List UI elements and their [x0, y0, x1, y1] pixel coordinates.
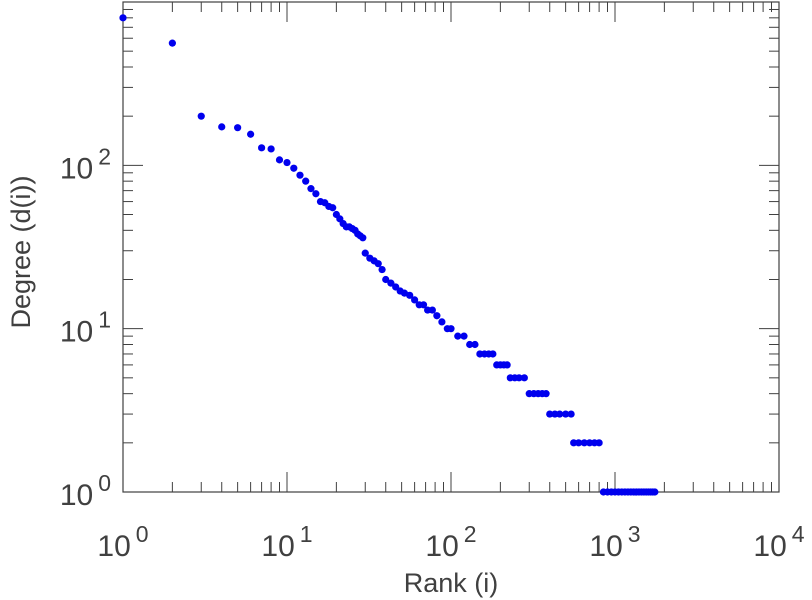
data-point	[290, 164, 298, 172]
data-point	[542, 390, 550, 398]
data-point	[387, 279, 395, 287]
data-point	[283, 158, 291, 167]
x-tick-label: 10 0	[97, 521, 148, 563]
data-point	[489, 350, 497, 358]
x-tick-label-base: 10	[753, 530, 786, 563]
data-point	[575, 439, 583, 447]
data-point	[411, 296, 419, 304]
data-point	[267, 145, 275, 153]
data-point	[454, 332, 462, 340]
x-tick-label-exponent: 0	[136, 521, 149, 547]
data-point	[428, 306, 436, 314]
data-point	[119, 14, 127, 22]
y-tick-label-base: 10	[60, 152, 93, 185]
minor-ticks	[123, 2, 779, 492]
data-point	[406, 291, 414, 299]
data-point	[580, 439, 588, 447]
x-tick-label-exponent: 4	[792, 521, 805, 547]
data-point	[374, 260, 382, 268]
x-tick-label-exponent: 2	[464, 521, 477, 547]
x-tick-label: 10 1	[261, 521, 312, 563]
data-point	[515, 374, 523, 382]
data-point	[258, 144, 266, 152]
plot-frame	[122, 1, 780, 493]
x-tick-label-base: 10	[425, 530, 458, 563]
data-point	[197, 112, 205, 120]
x-tick-labels: 10 0 10 1 10 2 10 3 10 4	[97, 521, 804, 563]
data-point	[438, 318, 446, 326]
data-point	[378, 265, 386, 274]
data-point	[460, 332, 468, 340]
data-point	[503, 361, 511, 369]
data-point	[466, 340, 474, 349]
data-point	[419, 301, 428, 309]
data-point	[296, 171, 304, 179]
data-point	[307, 185, 315, 193]
data-point	[567, 410, 575, 418]
y-tick-label-base: 10	[60, 479, 93, 512]
y-tick-label-exponent: 0	[98, 470, 111, 496]
data-point	[312, 190, 320, 198]
y-tick-label-exponent: 2	[98, 143, 111, 169]
y-tick-label-base: 10	[60, 316, 93, 349]
data-point	[556, 410, 564, 418]
y-axis-title: Degree (d(i))	[6, 175, 36, 328]
data-point	[595, 439, 603, 447]
y-tick-label-exponent: 1	[98, 307, 111, 333]
data-point	[546, 410, 554, 418]
data-point	[433, 312, 441, 320]
data-point	[447, 325, 455, 333]
data-point	[247, 130, 255, 138]
data-point	[329, 204, 337, 212]
x-tick-label: 10 2	[425, 521, 476, 563]
data-point	[168, 39, 176, 47]
data-point	[302, 177, 310, 185]
x-axis-title: Rank (i)	[404, 568, 499, 598]
x-tick-label-exponent: 1	[300, 521, 313, 547]
data-point	[218, 123, 226, 131]
data-point	[275, 156, 284, 164]
y-tick-label: 10 2	[60, 143, 111, 185]
major-ticks	[122, 1, 780, 493]
data-point	[234, 124, 242, 132]
y-tick-label: 10 0	[60, 470, 111, 512]
data-point	[562, 410, 570, 418]
data-point	[359, 234, 367, 242]
data-point	[520, 374, 528, 382]
x-tick-label-base: 10	[97, 530, 130, 563]
x-tick-label-exponent: 3	[628, 521, 641, 547]
x-tick-label-base: 10	[589, 530, 622, 563]
data-point	[361, 249, 369, 257]
x-tick-label: 10 4	[753, 521, 804, 563]
data-points	[119, 14, 659, 496]
data-point	[471, 340, 479, 349]
x-tick-label-base: 10	[261, 530, 294, 563]
data-point	[382, 275, 390, 284]
data-point	[570, 439, 578, 447]
y-tick-label: 10 1	[60, 307, 111, 349]
x-tick-label: 10 3	[589, 521, 640, 563]
data-point	[651, 488, 659, 496]
